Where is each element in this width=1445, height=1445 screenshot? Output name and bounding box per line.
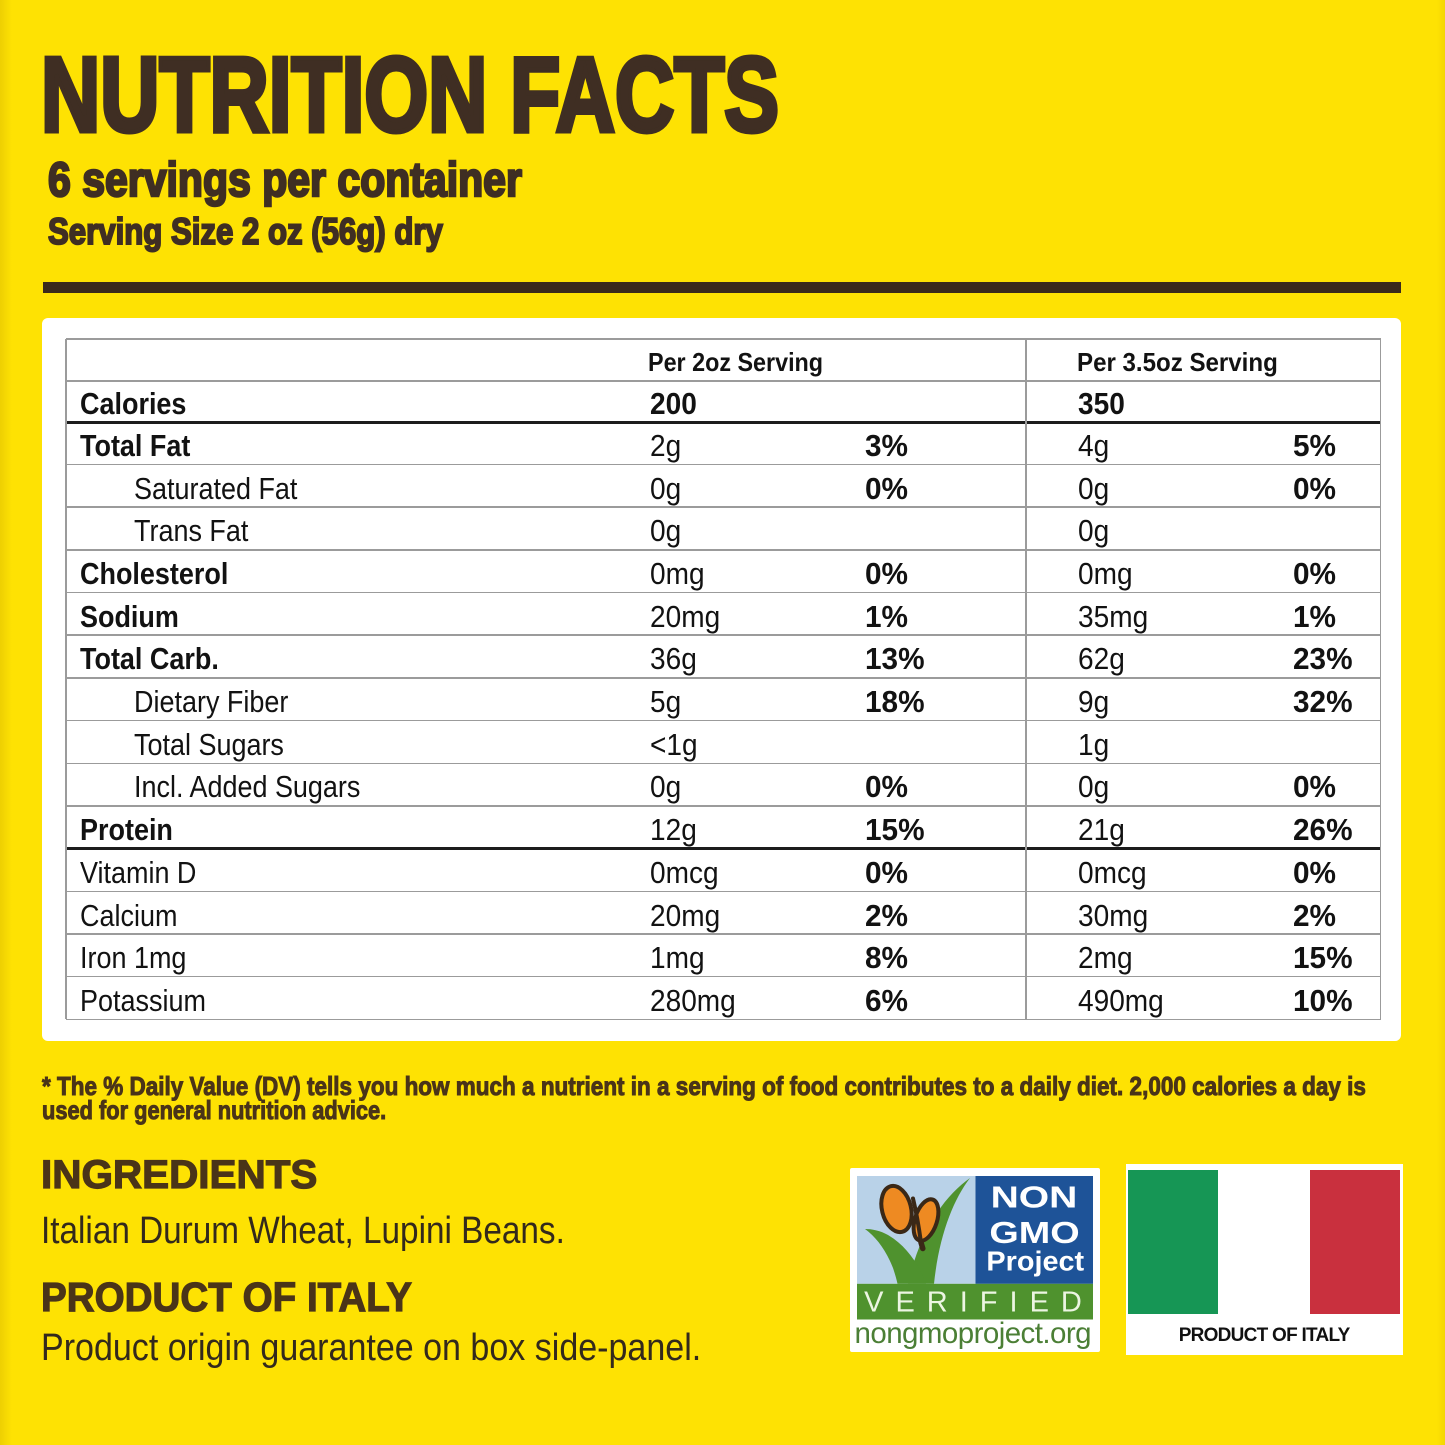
svg-text:Project: Project — [986, 1246, 1084, 1278]
svg-text:PRODUCT OF ITALY: PRODUCT OF ITALY — [1179, 1325, 1351, 1346]
svg-text:VERIFIED: VERIFIED — [864, 1286, 1094, 1318]
svg-text:NON: NON — [991, 1180, 1078, 1214]
svg-text:nongmoproject.org: nongmoproject.org — [855, 1317, 1092, 1350]
svg-text:GMO: GMO — [989, 1216, 1079, 1250]
